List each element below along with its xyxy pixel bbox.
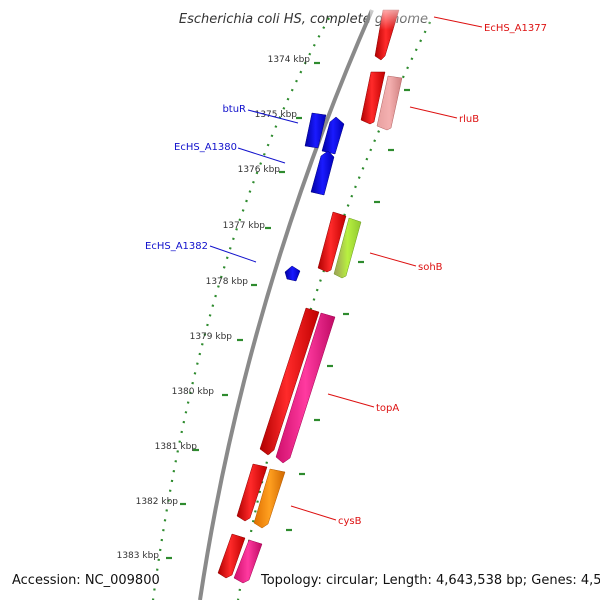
label-btur[interactable]: btuR <box>222 104 246 115</box>
label-leaders <box>209 16 483 521</box>
gene-sohb-neighbor[interactable] <box>317 211 347 273</box>
tick-label-1381: 1381 kbp <box>155 442 198 452</box>
top-fade <box>370 0 430 30</box>
label-rlub[interactable]: rluB <box>459 114 479 125</box>
gene-rlub-neighbor[interactable] <box>360 71 386 125</box>
tick-label-1382: 1382 kbp <box>136 497 179 507</box>
gene-echs-a1380[interactable] <box>310 150 335 196</box>
tick-label-1375: 1375 kbp <box>255 110 298 120</box>
gene-btur-arrow[interactable] <box>321 116 345 155</box>
label-cysb[interactable]: cysB <box>338 516 362 527</box>
scale-tick-labels: 1374 kbp 1375 kbp 1376 kbp 1377 kbp 1378… <box>117 55 311 561</box>
label-echs-a1377[interactable]: EcHS_A1377 <box>484 23 547 34</box>
gene-btur[interactable] <box>304 112 327 149</box>
gene-cysb[interactable] <box>253 468 286 529</box>
label-echs-a1382[interactable]: EcHS_A1382 <box>145 241 208 252</box>
gene-cysb-neighbor[interactable] <box>236 463 268 522</box>
gene-bottom-red[interactable] <box>217 533 246 579</box>
tick-label-1379: 1379 kbp <box>190 332 233 342</box>
gene-topa[interactable] <box>275 312 336 464</box>
topology-label: Topology: circular; Length: 4,643,538 bp… <box>258 573 600 588</box>
gene-bottom-magenta[interactable] <box>233 539 263 584</box>
accession-label: Accession: NC_009800 <box>9 573 163 588</box>
tick-label-1380: 1380 kbp <box>172 387 215 397</box>
gene-labels: EcHS_A1377 rluB btuR EcHS_A1380 EcHS_A13… <box>145 23 547 527</box>
tick-label-1383: 1383 kbp <box>117 551 160 561</box>
label-sohb[interactable]: sohB <box>418 262 443 273</box>
inner-major-ticks <box>166 61 320 560</box>
gene-features <box>217 0 430 584</box>
genome-backbone <box>198 9 374 600</box>
gene-rlub[interactable] <box>376 75 403 131</box>
label-topa[interactable]: topA <box>376 403 399 414</box>
tick-label-1376: 1376 kbp <box>238 165 281 175</box>
tick-label-1378: 1378 kbp <box>206 277 249 287</box>
label-echs-a1380[interactable]: EcHS_A1380 <box>174 142 237 153</box>
tick-label-1377: 1377 kbp <box>223 221 266 231</box>
gene-sohb[interactable] <box>333 217 362 279</box>
gene-topa-neighbor[interactable] <box>259 307 320 456</box>
tick-label-1374: 1374 kbp <box>268 55 311 65</box>
gene-echs-a1382[interactable] <box>284 265 301 282</box>
outer-major-ticks <box>286 88 410 532</box>
